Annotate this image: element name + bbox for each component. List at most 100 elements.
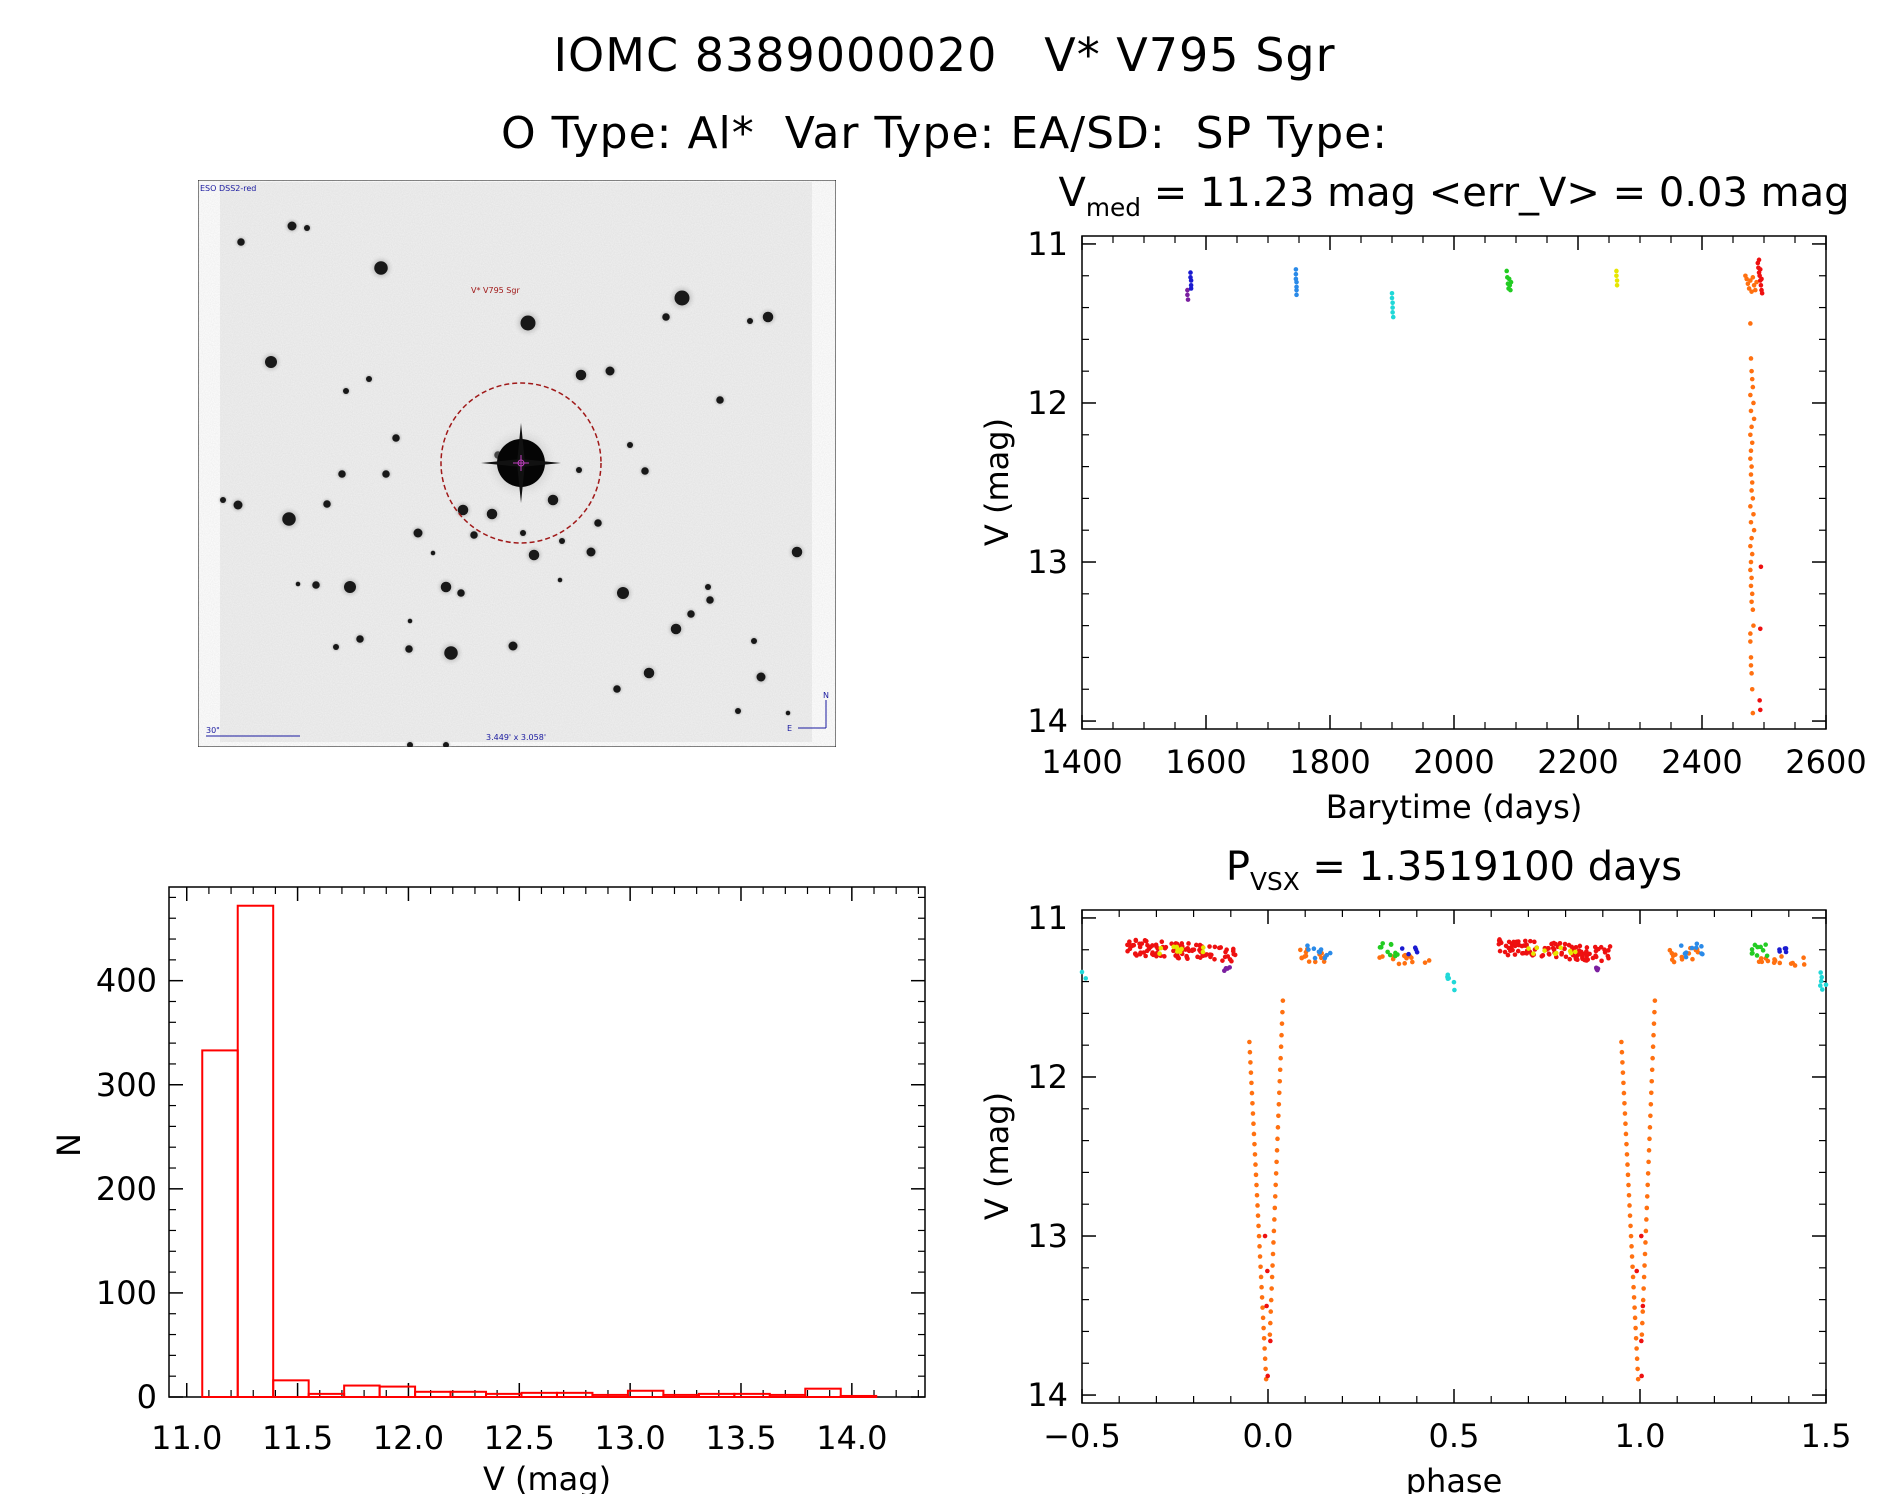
data-point [1497,948,1503,954]
data-point [1319,950,1324,956]
data-point [1229,958,1234,964]
data-point [1640,1320,1645,1326]
data-point [1445,974,1450,980]
data-point [1377,955,1382,960]
star-core [407,618,413,624]
star-core [756,672,766,682]
data-point [1584,949,1589,954]
data-point [1621,1090,1627,1096]
data-point [1749,575,1754,581]
data-point [1279,1021,1285,1026]
data-point [1268,1320,1273,1326]
chart-title: Vmed = 11.23 mag <err_V> = 0.03 mag [1058,170,1849,222]
star-core [674,290,690,306]
y-axis-label: V (mag) [978,1092,1016,1220]
y-tick-label: 12 [1027,384,1068,422]
data-point [1532,939,1537,945]
data-point [1268,1297,1274,1303]
data-point [1275,1125,1281,1130]
data-point [1693,947,1699,953]
data-point [1567,948,1573,954]
data-point [1750,950,1755,956]
data-point [1749,464,1754,469]
data-point [1179,946,1184,952]
data-point [1598,944,1604,950]
data-point [1801,962,1807,967]
star-core [343,388,349,394]
data-point [1392,953,1398,959]
data-point [1749,535,1754,541]
data-point [1678,943,1684,948]
data-point [1393,950,1398,956]
data-point [1630,1274,1636,1280]
data-point [1445,975,1451,981]
data-point [1552,951,1558,957]
star-core [457,589,465,597]
data-point [1524,942,1529,948]
data-point [1580,956,1585,962]
x-tick-label: 11.0 [151,1419,222,1457]
data-point [1641,1274,1647,1280]
data-point [1174,943,1179,949]
data-point [1452,987,1457,993]
data-point [1621,1080,1626,1086]
data-point [1258,1264,1263,1270]
data-point [1257,1254,1263,1259]
data-point [1143,938,1148,944]
data-point [1191,947,1196,952]
star-core [586,547,596,557]
star-core [287,221,297,231]
data-point [1497,938,1503,944]
star-core [594,519,602,527]
data-point [1404,953,1410,959]
data-point [1580,955,1585,961]
data-point [1650,1044,1656,1050]
data-point [1550,945,1556,951]
data-point [1818,970,1823,975]
data-point [1758,944,1763,950]
data-point [1690,956,1695,962]
data-point [1645,1171,1651,1176]
data-point [1183,947,1188,952]
star-core [627,442,633,448]
data-point [1757,278,1763,283]
y-axis-label: V (mag) [978,418,1016,546]
data-point [1445,976,1451,982]
data-point [1270,1263,1275,1268]
data-point [1593,953,1598,959]
data-point [1254,1192,1260,1198]
star-core [457,504,469,516]
data-point [1633,1325,1638,1331]
star-core [762,311,774,323]
data-point [1189,948,1195,954]
data-point [1197,942,1203,948]
x-tick-label: −0.5 [1043,1417,1121,1455]
data-point [1312,955,1318,961]
data-point [1569,944,1575,950]
data-point [1749,947,1755,952]
data-point [1247,1039,1252,1045]
data-point [1748,519,1754,525]
data-point [1749,376,1755,382]
data-point [1189,948,1195,953]
data-point [1264,1303,1269,1309]
x-tick-label: 1.0 [1615,1417,1666,1455]
data-point [1571,947,1576,952]
data-point [1303,953,1309,959]
data-point [1759,276,1764,282]
data-point [1757,698,1762,703]
data-point [1511,939,1516,945]
data-point [1127,946,1133,952]
data-point [1173,948,1179,953]
data-point [1749,368,1754,374]
data-point [1299,955,1305,961]
star-core [706,596,714,604]
data-point [1699,951,1704,956]
histogram-bar [343,1384,381,1399]
data-point [1631,1284,1636,1290]
data-point [1765,958,1771,964]
data-point [1185,292,1190,298]
data-point [1137,951,1143,957]
data-point [1748,408,1754,414]
data-point [1529,951,1534,957]
